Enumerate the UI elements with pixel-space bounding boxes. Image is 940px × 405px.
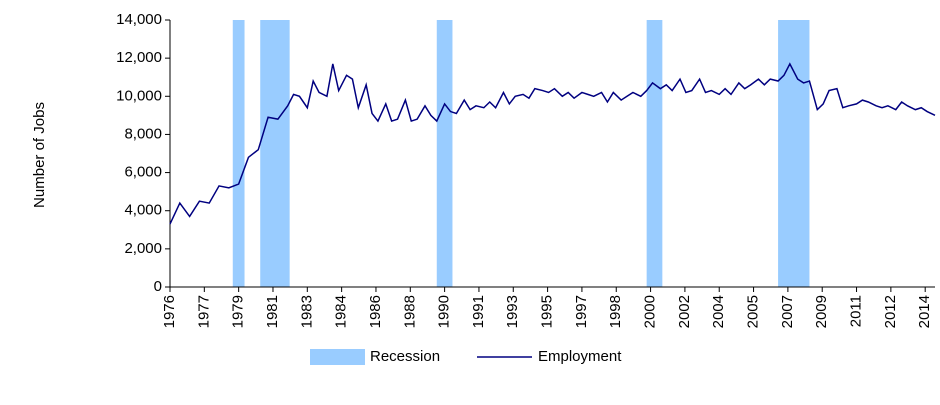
x-tick-label: 1991	[470, 295, 487, 328]
x-tick-label: 1997	[573, 295, 590, 328]
legend-swatch	[310, 349, 365, 365]
y-tick-label: 4,000	[124, 202, 162, 219]
x-tick-label: 1986	[367, 295, 384, 328]
recession-band	[778, 20, 810, 287]
y-tick-label: 10,000	[116, 87, 162, 104]
x-tick-label: 1990	[436, 295, 453, 328]
y-axis-title: Number of Jobs	[31, 102, 48, 208]
y-tick-label: 0	[154, 278, 162, 295]
y-tick-label: 12,000	[116, 49, 162, 66]
x-tick-label: 1984	[333, 295, 350, 328]
y-tick-label: 2,000	[124, 240, 162, 257]
x-tick-label: 2009	[813, 295, 830, 328]
x-tick-label: 2014	[916, 295, 933, 328]
x-tick-label: 1977	[195, 295, 212, 328]
x-tick-label: 2011	[848, 295, 865, 327]
x-tick-label: 2004	[710, 295, 727, 328]
x-tick-label: 1976	[161, 295, 178, 328]
y-tick-label: 6,000	[124, 164, 162, 181]
legend-label: Recession	[370, 348, 440, 365]
x-tick-label: 2007	[779, 295, 796, 328]
y-tick-label: 14,000	[116, 11, 162, 28]
x-tick-label: 1979	[230, 295, 247, 328]
x-tick-label: 1983	[298, 295, 315, 328]
x-tick-label: 1995	[539, 295, 556, 328]
x-tick-label: 2012	[882, 295, 899, 328]
x-tick-label: 1998	[607, 295, 624, 328]
x-tick-label: 2000	[642, 295, 659, 328]
x-tick-label: 2002	[676, 295, 693, 328]
x-tick-label: 1988	[401, 295, 418, 328]
recession-band	[646, 20, 663, 287]
legend-label: Employment	[538, 348, 622, 365]
recession-band	[436, 20, 453, 287]
employment-line	[169, 62, 936, 225]
x-tick-label: 1981	[264, 295, 281, 328]
y-tick-label: 8,000	[124, 125, 162, 142]
x-tick-label: 1993	[504, 295, 521, 328]
recession-band	[232, 20, 245, 287]
recession-band	[260, 20, 290, 287]
x-tick-label: 2005	[745, 295, 762, 328]
